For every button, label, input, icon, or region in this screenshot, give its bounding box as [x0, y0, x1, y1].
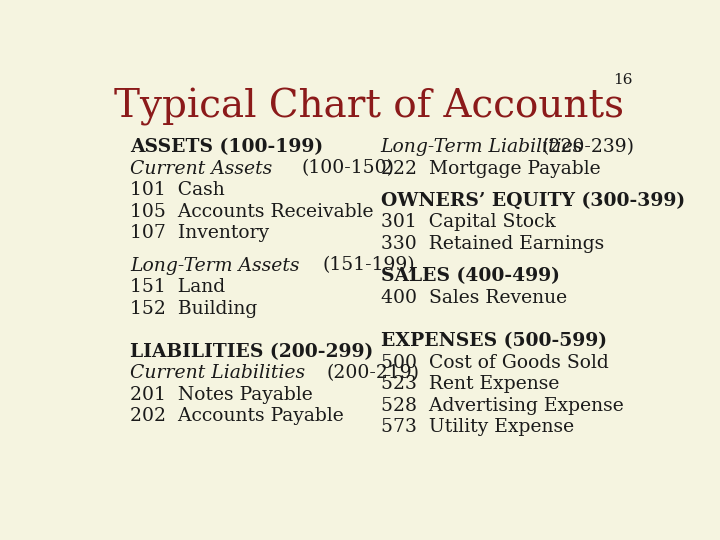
Text: LIABILITIES (200-299): LIABILITIES (200-299) [130, 343, 374, 361]
Text: 330  Retained Earnings: 330 Retained Earnings [381, 235, 604, 253]
Text: 222  Mortgage Payable: 222 Mortgage Payable [381, 159, 600, 178]
Text: 101  Cash: 101 Cash [130, 181, 225, 199]
Text: 400  Sales Revenue: 400 Sales Revenue [381, 289, 567, 307]
Text: Long-Term Liabilities: Long-Term Liabilities [381, 138, 583, 156]
Text: Long-Term Assets: Long-Term Assets [130, 256, 300, 274]
Text: 16: 16 [613, 72, 632, 86]
Text: 500  Cost of Goods Sold: 500 Cost of Goods Sold [381, 354, 608, 372]
Text: 201  Notes Payable: 201 Notes Payable [130, 386, 313, 404]
Text: Typical Chart of Accounts: Typical Chart of Accounts [114, 88, 624, 126]
Text: ASSETS (100-199): ASSETS (100-199) [130, 138, 323, 156]
Text: (200-219): (200-219) [327, 364, 420, 382]
Text: (151-199): (151-199) [323, 256, 415, 274]
Text: 528  Advertising Expense: 528 Advertising Expense [381, 397, 624, 415]
Text: 152  Building: 152 Building [130, 300, 258, 318]
Text: 151  Land: 151 Land [130, 278, 225, 296]
Text: (100-150): (100-150) [301, 159, 395, 178]
Text: Current Liabilities: Current Liabilities [130, 364, 305, 382]
Text: 107  Inventory: 107 Inventory [130, 224, 269, 242]
Text: OWNERS’ EQUITY (300-399): OWNERS’ EQUITY (300-399) [381, 192, 685, 210]
Text: EXPENSES (500-599): EXPENSES (500-599) [381, 332, 607, 350]
Text: 301  Capital Stock: 301 Capital Stock [381, 213, 555, 232]
Text: 105  Accounts Receivable: 105 Accounts Receivable [130, 202, 374, 221]
Text: (220-239): (220-239) [542, 138, 635, 156]
Text: Current Assets: Current Assets [130, 159, 273, 178]
Text: 573  Utility Expense: 573 Utility Expense [381, 418, 574, 436]
Text: 523  Rent Expense: 523 Rent Expense [381, 375, 559, 393]
Text: 202  Accounts Payable: 202 Accounts Payable [130, 408, 344, 426]
Text: SALES (400-499): SALES (400-499) [381, 267, 559, 285]
